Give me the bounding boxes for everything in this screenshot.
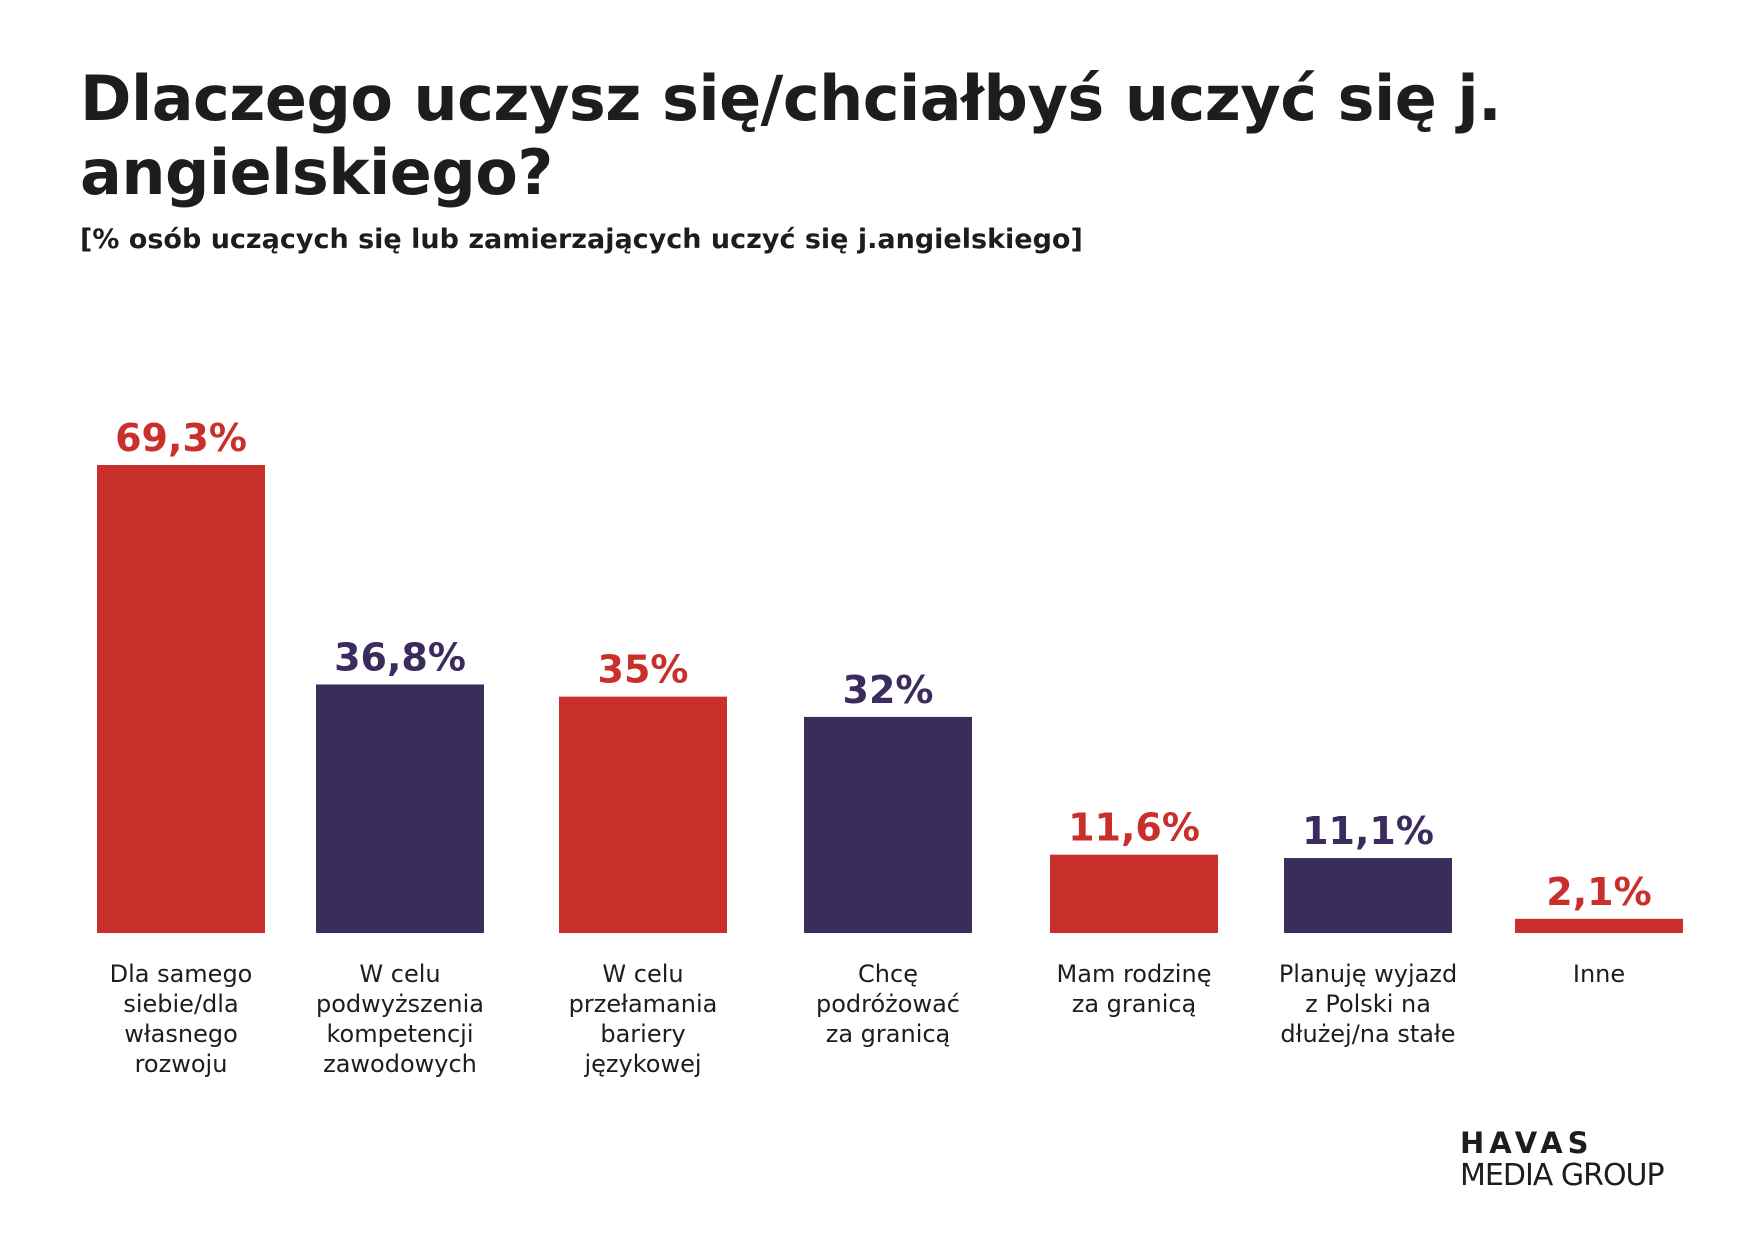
category-label-line: Mam rodzinę (1057, 960, 1212, 988)
bar-value-label: 11,1% (1302, 809, 1434, 853)
category-label-line: za granicą (1072, 990, 1197, 1018)
category-label-line: podwyższenia (316, 990, 484, 1018)
bar (1515, 918, 1683, 933)
category-label-line: za granicą (826, 1020, 951, 1048)
category-label-line: W celu (602, 960, 683, 988)
category-label-line: bariery (600, 1020, 685, 1048)
logo-line-havas: HAVAS (1460, 1126, 1594, 1160)
category-label-line: zawodowych (323, 1050, 477, 1078)
bar (804, 716, 972, 933)
bar-value-label: 69,3% (115, 416, 247, 460)
category-label-line: językowej (583, 1050, 701, 1078)
category-label-line: przełamania (569, 990, 718, 1018)
category-label: Inne (1573, 960, 1625, 988)
bar (1284, 858, 1452, 933)
bar (97, 465, 265, 933)
category-label-line: rozwoju (135, 1050, 228, 1078)
bar-value-label: 35% (598, 648, 689, 692)
category-label-line: własnego (124, 1020, 238, 1048)
category-label: W celu podwyższenia kompetencji zawodowych (316, 960, 484, 1078)
category-label-line: Inne (1573, 960, 1625, 988)
category-label-line: Chcę (858, 960, 918, 988)
havas-media-group-logo: HAVAS MEDIA GROUP (1460, 1128, 1720, 1194)
bar-value-label: 2,1% (1546, 870, 1651, 914)
bar (316, 684, 484, 933)
bar (559, 696, 727, 933)
logo-line-media-group: MEDIA GROUP (1460, 1158, 1665, 1193)
chart-title: Dlaczego uczysz się/chciałbyś uczyć się … (80, 62, 1502, 209)
category-label-line: W celu (359, 960, 440, 988)
category-label-line: dłużej/na stałe (1280, 1020, 1455, 1048)
chart-subtitle: [% osób uczących się lub zamierzających … (80, 224, 1083, 255)
category-label: Chcę podróżować za granicą (816, 960, 960, 1048)
bar (1050, 854, 1218, 933)
bar-value-label: 32% (843, 668, 934, 712)
bar-value-label: 11,6% (1068, 806, 1200, 850)
category-label-line: z Polski na (1305, 990, 1431, 1018)
category-label-line: siebie/dla (123, 990, 238, 1018)
category-label-line: Planuję wyjazd (1279, 960, 1457, 988)
category-label: Planuję wyjazd z Polski na dłużej/na stałe (1279, 960, 1457, 1048)
bar-value-label: 36,8% (334, 635, 466, 679)
category-label: Mam rodzinę za granicą (1057, 960, 1212, 1018)
category-label-line: podróżować (816, 990, 960, 1018)
category-label: Dla samego siebie/dla własnego rozwoju (110, 960, 253, 1078)
category-label: W celu przełamania bariery językowej (569, 960, 718, 1078)
category-label-line: kompetencji (326, 1020, 473, 1048)
category-label-line: Dla samego (110, 960, 253, 988)
